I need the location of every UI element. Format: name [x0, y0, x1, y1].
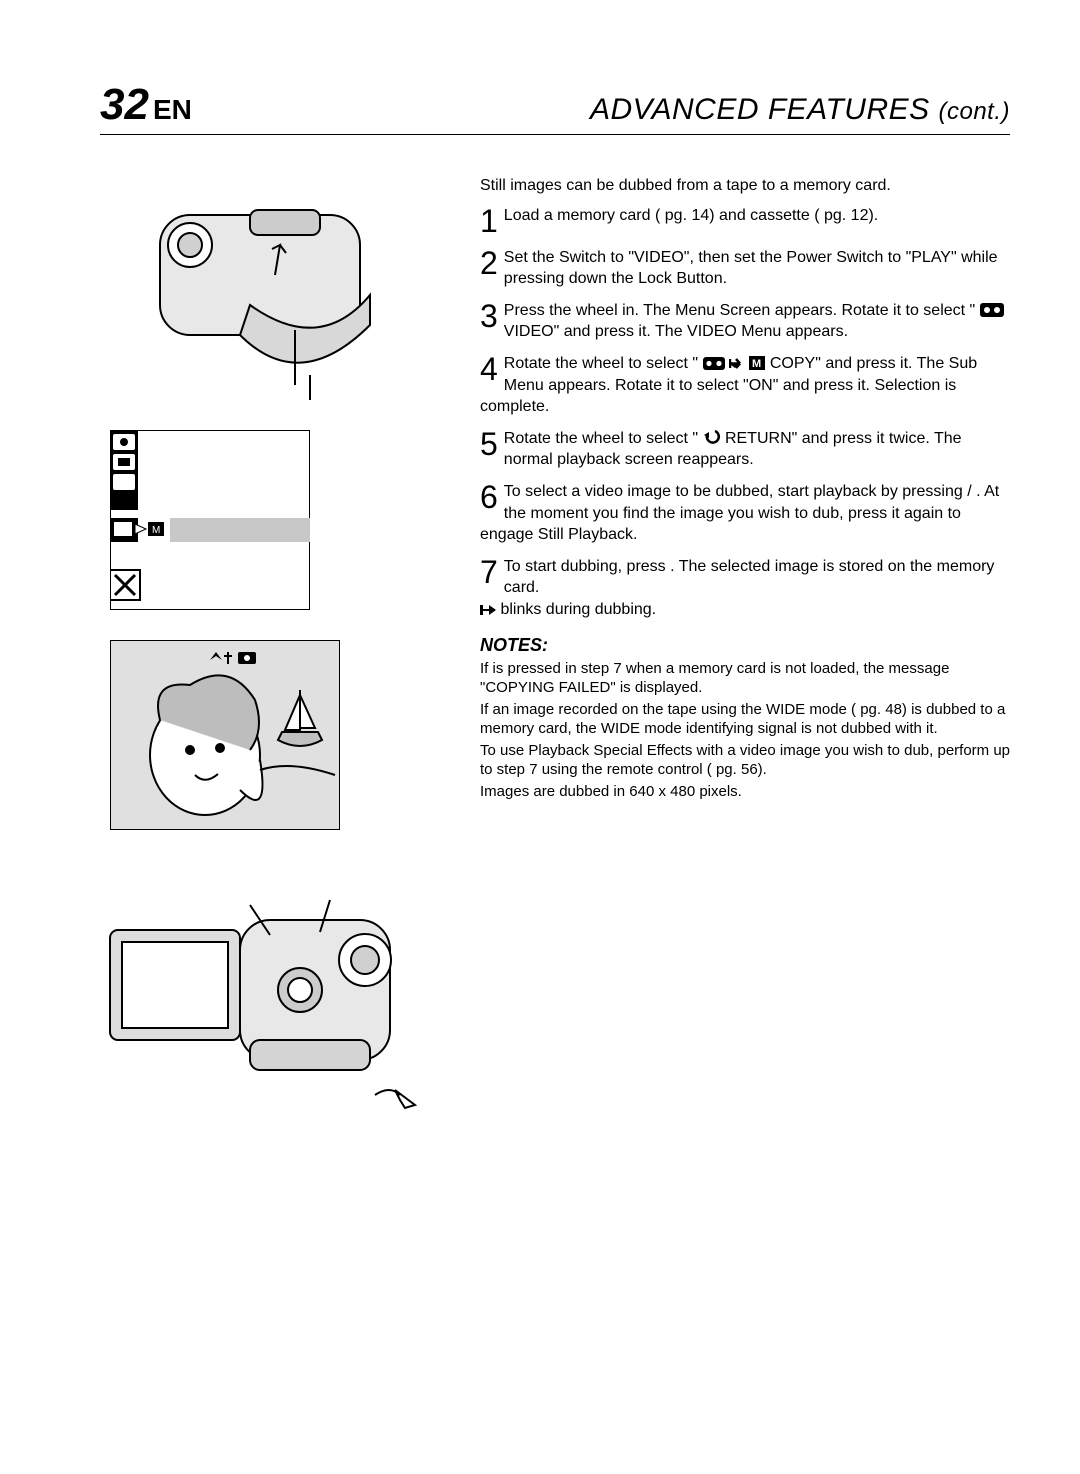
step-body: Rotate the wheel to select " M COPY" and… — [480, 353, 1010, 418]
section-title: ADVANCED FEATURES (cont.) — [590, 93, 1010, 127]
step-body: Set the Switch to "VIDEO", then set the … — [480, 247, 1010, 290]
playback-screen-illustration — [110, 640, 340, 830]
step-number: 2 — [480, 247, 498, 279]
arrow-right-icon — [480, 604, 496, 616]
step-number: 6 — [480, 481, 498, 513]
columns: M — [100, 175, 1010, 1160]
camcorder-open-lcd-illustration — [100, 890, 430, 1130]
page-header: 32EN ADVANCED FEATURES (cont.) — [100, 80, 1010, 135]
menu-screen-illustration: M — [110, 430, 310, 610]
svg-text:M: M — [152, 525, 160, 536]
step-4: 4 Rotate the wheel to select " M COPY" a… — [480, 353, 1010, 418]
step-body: Press the wheel in. The Menu Screen appe… — [480, 300, 1010, 343]
step-6: 6 To select a video image to be dubbed, … — [480, 481, 1010, 546]
step-number: 3 — [480, 300, 498, 332]
page-number-value: 32 — [100, 80, 149, 129]
right-column: Still images can be dubbed from a tape t… — [480, 175, 1010, 1160]
step-1: 1 Load a memory card ( pg. 14) and casse… — [480, 205, 1010, 237]
page: 32EN ADVANCED FEATURES (cont.) — [0, 0, 1080, 1474]
step-7: 7 To start dubbing, press . The selected… — [480, 556, 1010, 621]
camcorder-top-illustration — [100, 175, 400, 400]
page-number: 32EN — [100, 80, 192, 130]
step-body: To start dubbing, press . The selected i… — [480, 556, 1010, 621]
step-body: Rotate the wheel to select " RETURN" and… — [480, 428, 1010, 471]
title-cont: (cont.) — [938, 98, 1010, 125]
note-4: Images are dubbed in 640 x 480 pixels. — [480, 782, 1010, 802]
page-lang: EN — [153, 94, 192, 125]
step-number: 4 — [480, 353, 498, 385]
svg-text:M: M — [752, 358, 761, 370]
step-2: 2 Set the Switch to "VIDEO", then set th… — [480, 247, 1010, 290]
tape-icon — [980, 303, 1004, 317]
step-number: 5 — [480, 428, 498, 460]
step-number: 1 — [480, 205, 498, 237]
left-column: M — [100, 175, 430, 1160]
note-2: If an image recorded on the tape using t… — [480, 700, 1010, 739]
step-number: 7 — [480, 556, 498, 588]
tape-icon — [703, 357, 725, 370]
notes-heading: NOTES: — [480, 633, 1010, 657]
step-body: To select a video image to be dubbed, st… — [480, 481, 1010, 546]
title-main: ADVANCED FEATURES — [590, 93, 930, 126]
step-7-sub: blinks during dubbing. — [500, 601, 656, 618]
note-3: To use Playback Special Effects with a v… — [480, 741, 1010, 780]
step-3: 3 Press the wheel in. The Menu Screen ap… — [480, 300, 1010, 343]
note-1: If is pressed in step 7 when a memory ca… — [480, 659, 1010, 698]
card-m-icon: M — [749, 356, 765, 370]
return-icon — [703, 429, 721, 445]
arrow-right-icon — [729, 357, 745, 370]
step-body: Load a memory card ( pg. 14) and cassett… — [480, 205, 1010, 227]
step-5: 5 Rotate the wheel to select " RETURN" a… — [480, 428, 1010, 471]
intro-text: Still images can be dubbed from a tape t… — [480, 175, 1010, 197]
